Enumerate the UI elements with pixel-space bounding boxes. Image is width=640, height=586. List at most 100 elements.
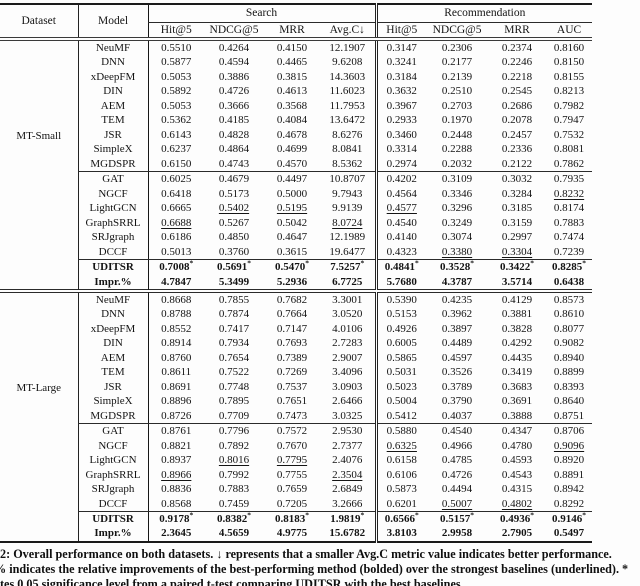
metric-cell: 0.4936* [488,511,546,527]
header-group-search: Search [147,4,377,23]
metric-value: 0.8640 [553,395,585,408]
metric-value: 0.4292 [501,337,533,350]
metric-value: 2.9958 [441,527,473,540]
table-row: MT-Large NeuMF 0.8668 0.7855 0.7682 3.3001 0.5… [0,292,592,394]
metric-value: 0.8183 [275,513,306,526]
model-cell: TEM [77,365,148,380]
metric-cell: 0.5865 [374,350,427,366]
metric-cell: 0.3032 [488,172,546,187]
metric-cell: 0.3185 [488,201,546,216]
significance-star: * [247,510,251,520]
metric-value: 0.2246 [501,56,533,69]
metric-value: 0.4489 [441,337,473,350]
metric-cell: 0.7874 [204,307,264,322]
metric-cell: 11.6023 [320,84,376,99]
table-row: TEM 0.8611 0.7522 0.7269 3.4096 0.5031 0.3526 0… [0,365,592,380]
metric-cell: 4.3787 [426,275,488,290]
model-cell: UDITSR [77,259,148,275]
metric-cell: 2.9958 [426,526,488,541]
metric-value: 0.6237 [161,143,192,156]
metric-value: 0.6025 [161,173,192,186]
model-cell: MGDSPR [77,408,148,425]
metric-cell: 0.8213 [546,84,592,99]
metric-cell: 0.7892 [204,439,264,454]
metric-cell: 0.5402 [204,201,264,216]
metric-value: 0.5873 [386,483,417,496]
table-row: UDITSR 0.7008* 0.5691* 0.5470* 7.5257* 0.4841… [0,258,592,275]
model-cell: xDeepFM [77,69,148,85]
metric-value: 15.6782 [329,527,366,540]
metric-cell: 0.8174 [546,201,592,216]
metric-cell: 9.7943 [320,187,376,202]
metric-cell: 0.8552 [147,321,204,337]
metric-value: 0.8914 [161,337,192,350]
metric-value: 0.7935 [553,173,585,186]
metric-cell: 12.1989 [320,230,376,245]
metric-cell: 0.3828 [488,322,546,337]
metric-value: 0.4726 [218,85,250,98]
header-model: Model [77,4,148,41]
metric-value: 0.5042 [276,216,308,229]
metric-cell: 0.4235 [426,292,488,307]
metric-cell: 0.3683 [488,380,546,395]
model-cell: GraphSRRL [77,467,148,483]
metric-cell: 0.2122 [488,156,547,173]
header-search-avgc: Avg.C↓ [320,22,377,41]
metric-cell: 0.7008* [147,259,204,275]
metric-cell: 14.3603 [320,70,376,85]
metric-cell: 0.6005 [374,336,427,351]
metric-cell: 0.8382* [204,510,264,527]
metric-value: 2.7377 [332,439,363,452]
metric-value: 0.3185 [501,202,533,215]
metric-value: 0.3789 [441,380,473,393]
metric-value: 3.8103 [386,527,417,540]
table-row: MT-Small NeuMF 0.5510 0.4264 0.4150 12.1907 0.… [0,39,592,142]
metric-cell: 0.3568 [264,99,320,114]
metric-cell: 0.3314 [374,142,427,157]
metric-value: 4.0106 [332,322,363,335]
header-search-ndcg5: NDCG@5 [204,22,264,41]
metric-value: 0.4678 [276,128,308,141]
model-cell: UDITSR [77,511,148,527]
metric-value: 0.3419 [501,366,533,379]
metric-value: 0.7654 [218,351,250,364]
metric-value: 2.3645 [161,527,192,540]
metric-cell: 15.6782 [320,526,376,541]
metric-value: 0.5267 [218,216,250,229]
metric-cell: 3.5714 [488,275,546,290]
table-caption: 2: Overall performance on both datasets.… [0,547,640,586]
metric-cell: 0.6237 [147,142,204,157]
metric-value: 0.7862 [553,157,585,170]
metric-cell: 12.1907 [320,39,376,55]
metric-cell: 0.4828 [204,128,264,143]
metric-value: 0.5157 [440,513,471,526]
header-dataset: Dataset [0,4,78,41]
significance-star: * [415,258,419,268]
metric-cell: 0.7796 [204,424,264,439]
table-row: DNN 0.8788 0.7874 0.7664 3.0520 0.5153 0.3962 0… [0,307,592,322]
metric-value: 9.7943 [332,187,363,200]
metric-value: 0.5470 [275,261,306,274]
metric-value: 4.5659 [218,527,250,540]
metric-cell: 0.3615 [264,244,320,261]
dataset-label: MT-Small [16,129,62,142]
metric-value: 0.3790 [441,395,473,408]
metric-cell: 0.3147 [374,39,427,56]
metric-value: 0.4497 [276,173,308,186]
table-row: xDeepFM 0.8552 0.7417 0.7147 4.0106 0.4926 0.3… [0,321,592,337]
metric-value: 0.3284 [501,187,533,200]
metric-cell: 0.8726 [147,408,204,425]
metric-value: 0.8573 [553,293,585,306]
header-rec-auc: AUC [546,22,593,41]
metric-cell: 0.3526 [426,365,488,380]
metric-cell: 0.2933 [374,113,427,128]
metric-cell: 0.7992 [204,468,264,483]
metric-cell: 0.8761 [147,423,204,439]
metric-cell: 0.7855 [204,292,264,307]
metric-value: 0.2177 [441,56,473,69]
metric-value: 0.3184 [386,70,417,83]
metric-value: 0.4841 [384,261,416,274]
metric-value: 0.5510 [161,42,192,54]
metric-value: 0.6201 [386,497,417,510]
metric-cell: 0.5497 [546,526,592,541]
